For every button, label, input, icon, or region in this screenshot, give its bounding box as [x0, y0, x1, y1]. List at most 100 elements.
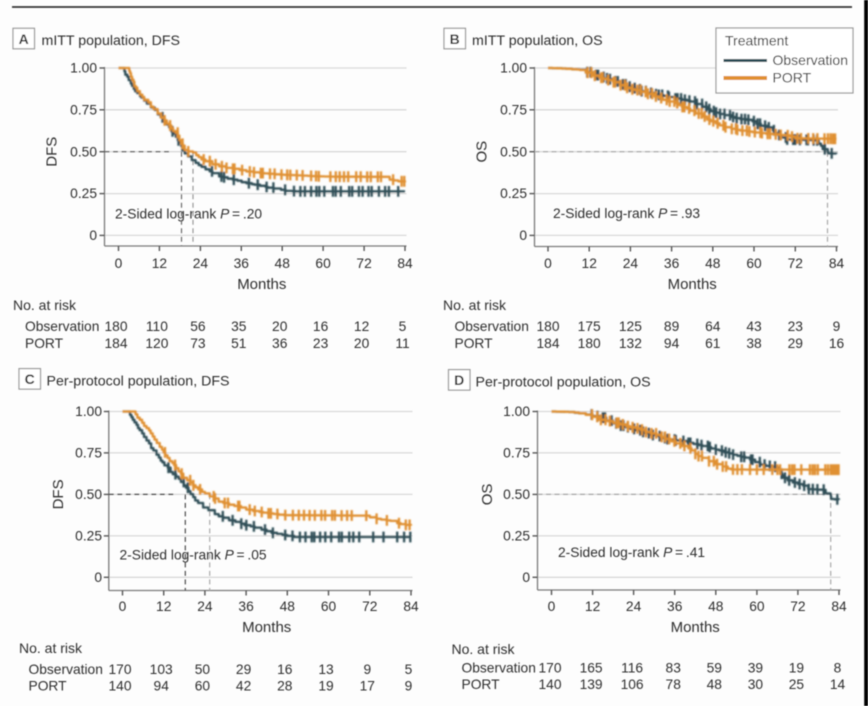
svg-text:39: 39: [748, 661, 764, 676]
svg-text:No. at risk: No. at risk: [19, 640, 83, 656]
svg-text:5: 5: [405, 662, 413, 677]
svg-text:56: 56: [190, 319, 206, 334]
svg-text:180: 180: [104, 319, 127, 334]
svg-text:89: 89: [664, 319, 680, 334]
svg-text:103: 103: [150, 662, 173, 677]
svg-text:9: 9: [405, 679, 413, 694]
svg-text:2-Sided log-rank P = .93: 2-Sided log-rank P = .93: [553, 206, 700, 221]
svg-text:B: B: [450, 31, 460, 47]
svg-text:Per-protocol population, OS: Per-protocol population, OS: [476, 374, 651, 390]
svg-text:140: 140: [108, 679, 131, 694]
svg-text:61: 61: [705, 336, 720, 351]
svg-text:Observation: Observation: [25, 319, 99, 334]
svg-text:20: 20: [354, 336, 370, 351]
svg-text:94: 94: [154, 679, 170, 694]
svg-text:35: 35: [231, 319, 247, 334]
svg-text:PORT: PORT: [29, 679, 68, 694]
svg-text:12: 12: [156, 599, 171, 614]
svg-text:0: 0: [519, 228, 527, 243]
svg-text:28: 28: [277, 679, 293, 694]
svg-text:19: 19: [789, 661, 805, 676]
svg-text:12: 12: [582, 256, 597, 271]
svg-text:OS: OS: [474, 141, 491, 163]
svg-text:36: 36: [238, 599, 254, 614]
svg-text:mITT population, DFS: mITT population, DFS: [42, 33, 181, 49]
svg-text:170: 170: [108, 662, 131, 677]
svg-text:36: 36: [667, 599, 683, 614]
svg-text:72: 72: [790, 599, 805, 614]
svg-text:73: 73: [190, 336, 206, 351]
svg-text:0.50: 0.50: [503, 487, 530, 502]
svg-text:72: 72: [362, 599, 377, 614]
svg-text:D: D: [454, 372, 464, 388]
svg-text:1.00: 1.00: [500, 61, 527, 76]
svg-text:16: 16: [313, 319, 329, 334]
svg-text:125: 125: [619, 319, 642, 334]
svg-text:24: 24: [623, 256, 639, 271]
svg-text:16: 16: [277, 662, 293, 677]
svg-text:No. at risk: No. at risk: [452, 641, 516, 657]
svg-text:23: 23: [788, 319, 804, 334]
svg-text:14: 14: [830, 677, 846, 692]
svg-text:Treatment: Treatment: [725, 33, 788, 49]
svg-text:24: 24: [197, 599, 213, 614]
svg-text:0.50: 0.50: [75, 487, 102, 502]
svg-text:0: 0: [548, 599, 556, 614]
svg-text:Observation: Observation: [455, 319, 529, 334]
svg-text:0.75: 0.75: [503, 446, 530, 461]
svg-text:No. at risk: No. at risk: [443, 297, 507, 313]
svg-text:2-Sided log-rank P = .41: 2-Sided log-rank P = .41: [558, 545, 705, 560]
svg-text:11: 11: [395, 336, 409, 351]
svg-text:84: 84: [397, 256, 413, 271]
svg-text:No. at risk: No. at risk: [13, 297, 77, 313]
svg-text:Observation: Observation: [462, 661, 536, 676]
svg-text:0: 0: [522, 570, 530, 585]
svg-text:132: 132: [619, 336, 642, 351]
svg-text:Observation: Observation: [773, 52, 848, 68]
svg-text:0: 0: [119, 599, 127, 614]
svg-text:9: 9: [363, 662, 371, 677]
svg-text:184: 184: [104, 336, 127, 351]
svg-text:25: 25: [789, 677, 805, 692]
svg-text:165: 165: [580, 661, 603, 676]
svg-text:12: 12: [585, 599, 600, 614]
svg-text:60: 60: [749, 599, 765, 614]
svg-text:24: 24: [193, 256, 209, 271]
svg-text:180: 180: [578, 336, 601, 351]
svg-text:120: 120: [145, 336, 168, 351]
svg-text:0: 0: [94, 570, 102, 585]
svg-text:Months: Months: [237, 276, 286, 293]
svg-text:48: 48: [275, 256, 291, 271]
svg-text:Months: Months: [242, 619, 291, 636]
svg-text:184: 184: [536, 336, 559, 351]
svg-text:84: 84: [831, 599, 847, 614]
svg-text:0.50: 0.50: [70, 144, 97, 159]
svg-text:0: 0: [115, 256, 123, 271]
svg-text:5: 5: [399, 319, 407, 334]
svg-text:139: 139: [580, 677, 603, 692]
svg-text:Per-protocol population, DFS: Per-protocol population, DFS: [47, 373, 230, 389]
svg-text:9: 9: [833, 319, 841, 334]
svg-text:84: 84: [403, 599, 419, 614]
svg-text:36: 36: [272, 336, 288, 351]
svg-text:0.25: 0.25: [70, 186, 97, 201]
svg-text:PORT: PORT: [462, 677, 501, 692]
svg-text:38: 38: [746, 336, 762, 351]
svg-text:OS: OS: [479, 484, 496, 506]
svg-text:83: 83: [666, 661, 682, 676]
svg-text:C: C: [25, 371, 35, 387]
svg-text:110: 110: [146, 319, 168, 334]
svg-text:78: 78: [666, 677, 682, 692]
svg-text:72: 72: [356, 256, 371, 271]
svg-text:PORT: PORT: [773, 70, 812, 86]
svg-text:64: 64: [705, 319, 721, 334]
svg-text:84: 84: [829, 256, 845, 271]
svg-text:60: 60: [195, 679, 211, 694]
svg-text:12: 12: [152, 256, 167, 271]
svg-text:60: 60: [315, 256, 331, 271]
svg-text:1.00: 1.00: [75, 404, 102, 419]
svg-text:Observation: Observation: [29, 662, 103, 677]
svg-text:Months: Months: [671, 619, 720, 636]
svg-text:29: 29: [788, 336, 804, 351]
svg-text:1.00: 1.00: [503, 404, 530, 419]
